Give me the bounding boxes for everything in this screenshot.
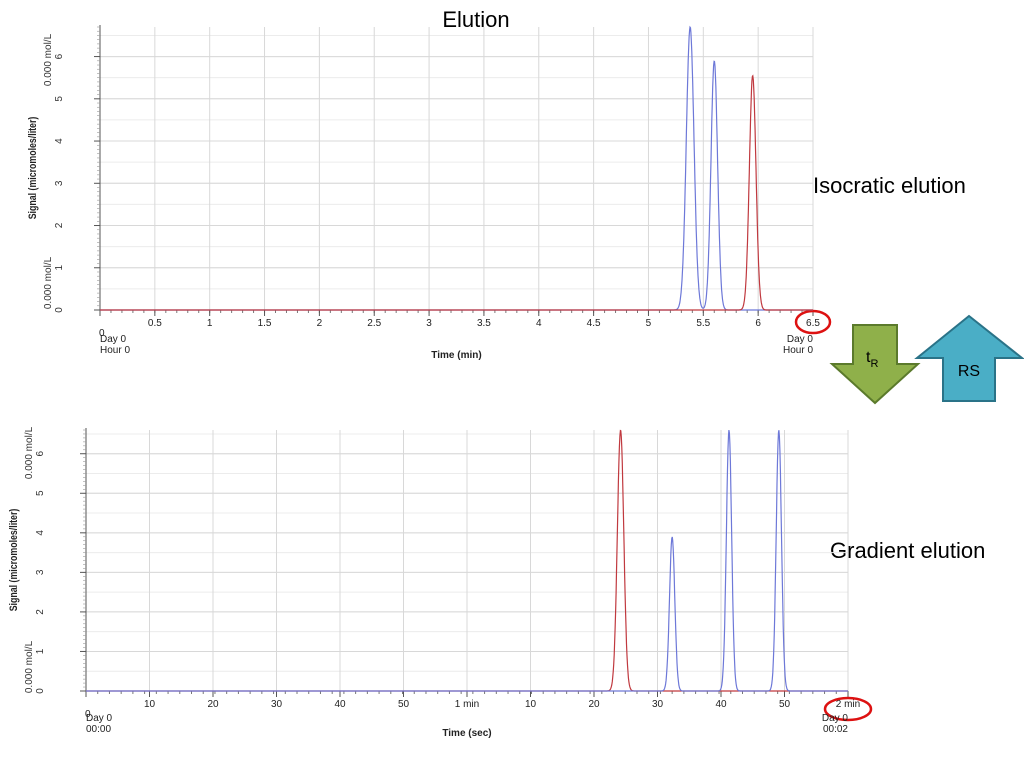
x-tick-label: 1: [207, 318, 213, 329]
x-start-label: 00:00: [86, 724, 111, 735]
isocratic-elution-label: Isocratic elution: [813, 173, 966, 198]
x-tick-label: 2 min: [836, 699, 860, 710]
chart-gradient: 010 20 30 40 50 1 min 10 20 30 40 50 2 min01234560.…: [8, 426, 873, 739]
tr-indicator-label: tR: [866, 349, 878, 370]
x-tick-label: 10: [144, 699, 156, 710]
x-tick-label: 1.5: [258, 318, 272, 329]
y-top-annotation: 0.000 mol/L: [24, 426, 35, 479]
x-tick-label: 0.5: [148, 318, 162, 329]
highlight-circle: [794, 309, 832, 335]
x-end-label: Day 0: [787, 334, 814, 345]
x-end-label: 00:02: [823, 724, 848, 735]
x-tick-label: 40: [715, 699, 727, 710]
y-axis-title: Signal (micromoles/liter): [27, 117, 39, 220]
x-tick-label: 3: [426, 318, 432, 329]
increase-arrow-icon: [914, 314, 1024, 402]
x-axis-title: Time (sec): [442, 728, 491, 739]
x-end-label: Day 0: [822, 713, 849, 724]
y-tick-label: 1: [35, 648, 46, 654]
x-tick-label: 6: [755, 318, 761, 329]
x-tick-label: 50: [779, 699, 791, 710]
tr-subscript: R: [870, 358, 878, 370]
x-tick-label: 50: [398, 699, 410, 710]
decrease-arrow-icon: [829, 324, 921, 405]
y-tick-label: 2: [54, 222, 65, 228]
rs-indicator-label: RS: [958, 363, 980, 380]
gradient-elution-label: Gradient elution: [830, 538, 986, 563]
x-start-label: Day 0: [100, 334, 127, 345]
x-tick-label: 20: [588, 699, 600, 710]
x-tick-label: 4: [536, 318, 542, 329]
y-tick-label: 4: [35, 530, 46, 536]
x-tick-label: 30: [652, 699, 664, 710]
series-line-gradient-1: [86, 429, 848, 692]
x-tick-label: 1 min: [455, 699, 479, 710]
y-tick-label: 4: [54, 138, 65, 144]
y-tick-label: 0: [35, 688, 46, 694]
y-tick-label: 3: [54, 180, 65, 186]
x-tick-label: 2.5: [367, 318, 381, 329]
x-start-label: Hour 0: [100, 345, 130, 356]
x-tick-label: 20: [207, 699, 219, 710]
x-tick-label: 0: [85, 709, 91, 720]
y-tick-label: 6: [35, 451, 46, 457]
y-bottom-annotation: 0.000 mol/L: [24, 640, 35, 693]
y-tick-label: 1: [54, 265, 65, 271]
x-end-label: Hour 0: [783, 345, 813, 356]
slide-title: Elution: [442, 7, 510, 32]
y-tick-label: 5: [35, 490, 46, 496]
chart-isocratic: 00.5 1 1.5 2 2.5 3 3.5 4 4.5 5 5.5 6 6.501234560.000…: [27, 25, 832, 361]
x-tick-label: 6.5: [806, 318, 820, 329]
x-tick-label: 4.5: [587, 318, 601, 329]
y-tick-label: 5: [54, 96, 65, 102]
x-tick-label: 10: [525, 699, 537, 710]
y-tick-label: 3: [35, 569, 46, 575]
x-tick-label: 5: [646, 318, 652, 329]
y-axis-title: Signal (micromoles/liter): [8, 509, 20, 612]
y-tick-label: 6: [54, 53, 65, 59]
series-line-isocratic-1: [100, 74, 813, 311]
x-tick-label: 2: [317, 318, 323, 329]
x-tick-label: 0: [99, 328, 105, 339]
y-bottom-annotation: 0.000 mol/L: [43, 256, 54, 309]
y-tick-label: 2: [35, 609, 46, 615]
x-axis-title: Time (min): [431, 350, 481, 361]
x-tick-label: 3.5: [477, 318, 491, 329]
x-tick-label: 40: [334, 699, 346, 710]
x-tick-label: 5.5: [696, 318, 710, 329]
highlight-circle: [823, 696, 873, 722]
x-start-label: Day 0: [86, 713, 113, 724]
x-tick-label: 30: [271, 699, 283, 710]
y-tick-label: 0: [54, 307, 65, 313]
tr-main: t: [866, 349, 871, 366]
y-top-annotation: 0.000 mol/L: [43, 33, 54, 86]
